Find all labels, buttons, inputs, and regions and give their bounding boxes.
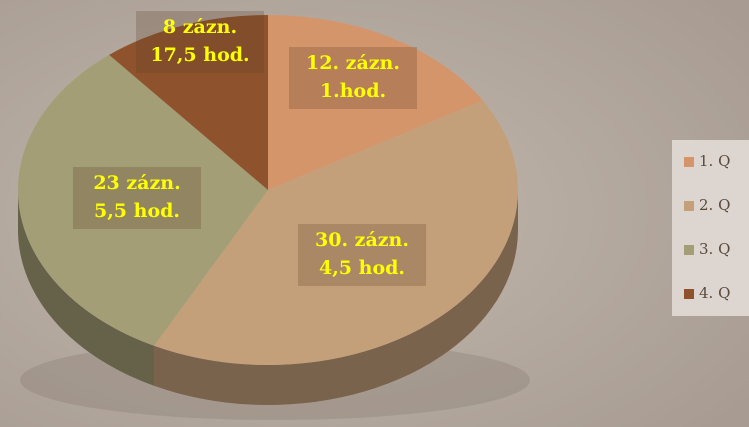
pie [18,15,519,405]
data-label: 1.hod. [320,80,386,102]
legend-swatch [684,157,694,167]
data-label: 17,5 hod. [150,44,249,66]
legend-swatch [684,245,694,255]
slice [109,15,268,190]
data-label: 4,5 hod. [319,257,405,279]
legend-swatch [684,201,694,211]
label-box [136,11,264,73]
label-box [298,224,426,286]
legend-label: 2. Q [699,196,730,214]
slice [268,15,483,190]
slice-side [18,190,155,386]
legend-label: 3. Q [699,240,730,258]
slice [18,54,268,346]
data-label: 23 zázn. [93,172,180,194]
legend: 1. Q 2. Q 3. Q 4. Q [684,152,730,302]
data-label: 8 zázn. [163,16,237,38]
legend-swatch [684,289,694,299]
data-label: 12. zázn. [306,52,400,74]
label-box [289,47,417,109]
slice-side [154,190,519,405]
data-labels: 12. zázn. 1.hod. 30. zázn. 4,5 hod. 23 zázn.… [73,11,426,286]
data-label: 5,5 hod. [94,200,180,222]
slice [154,100,518,366]
legend-label: 4. Q [699,284,730,302]
label-box [73,167,201,229]
data-label: 30. zázn. [315,229,409,251]
legend-box [672,140,749,316]
legend-label: 1. Q [699,152,730,170]
